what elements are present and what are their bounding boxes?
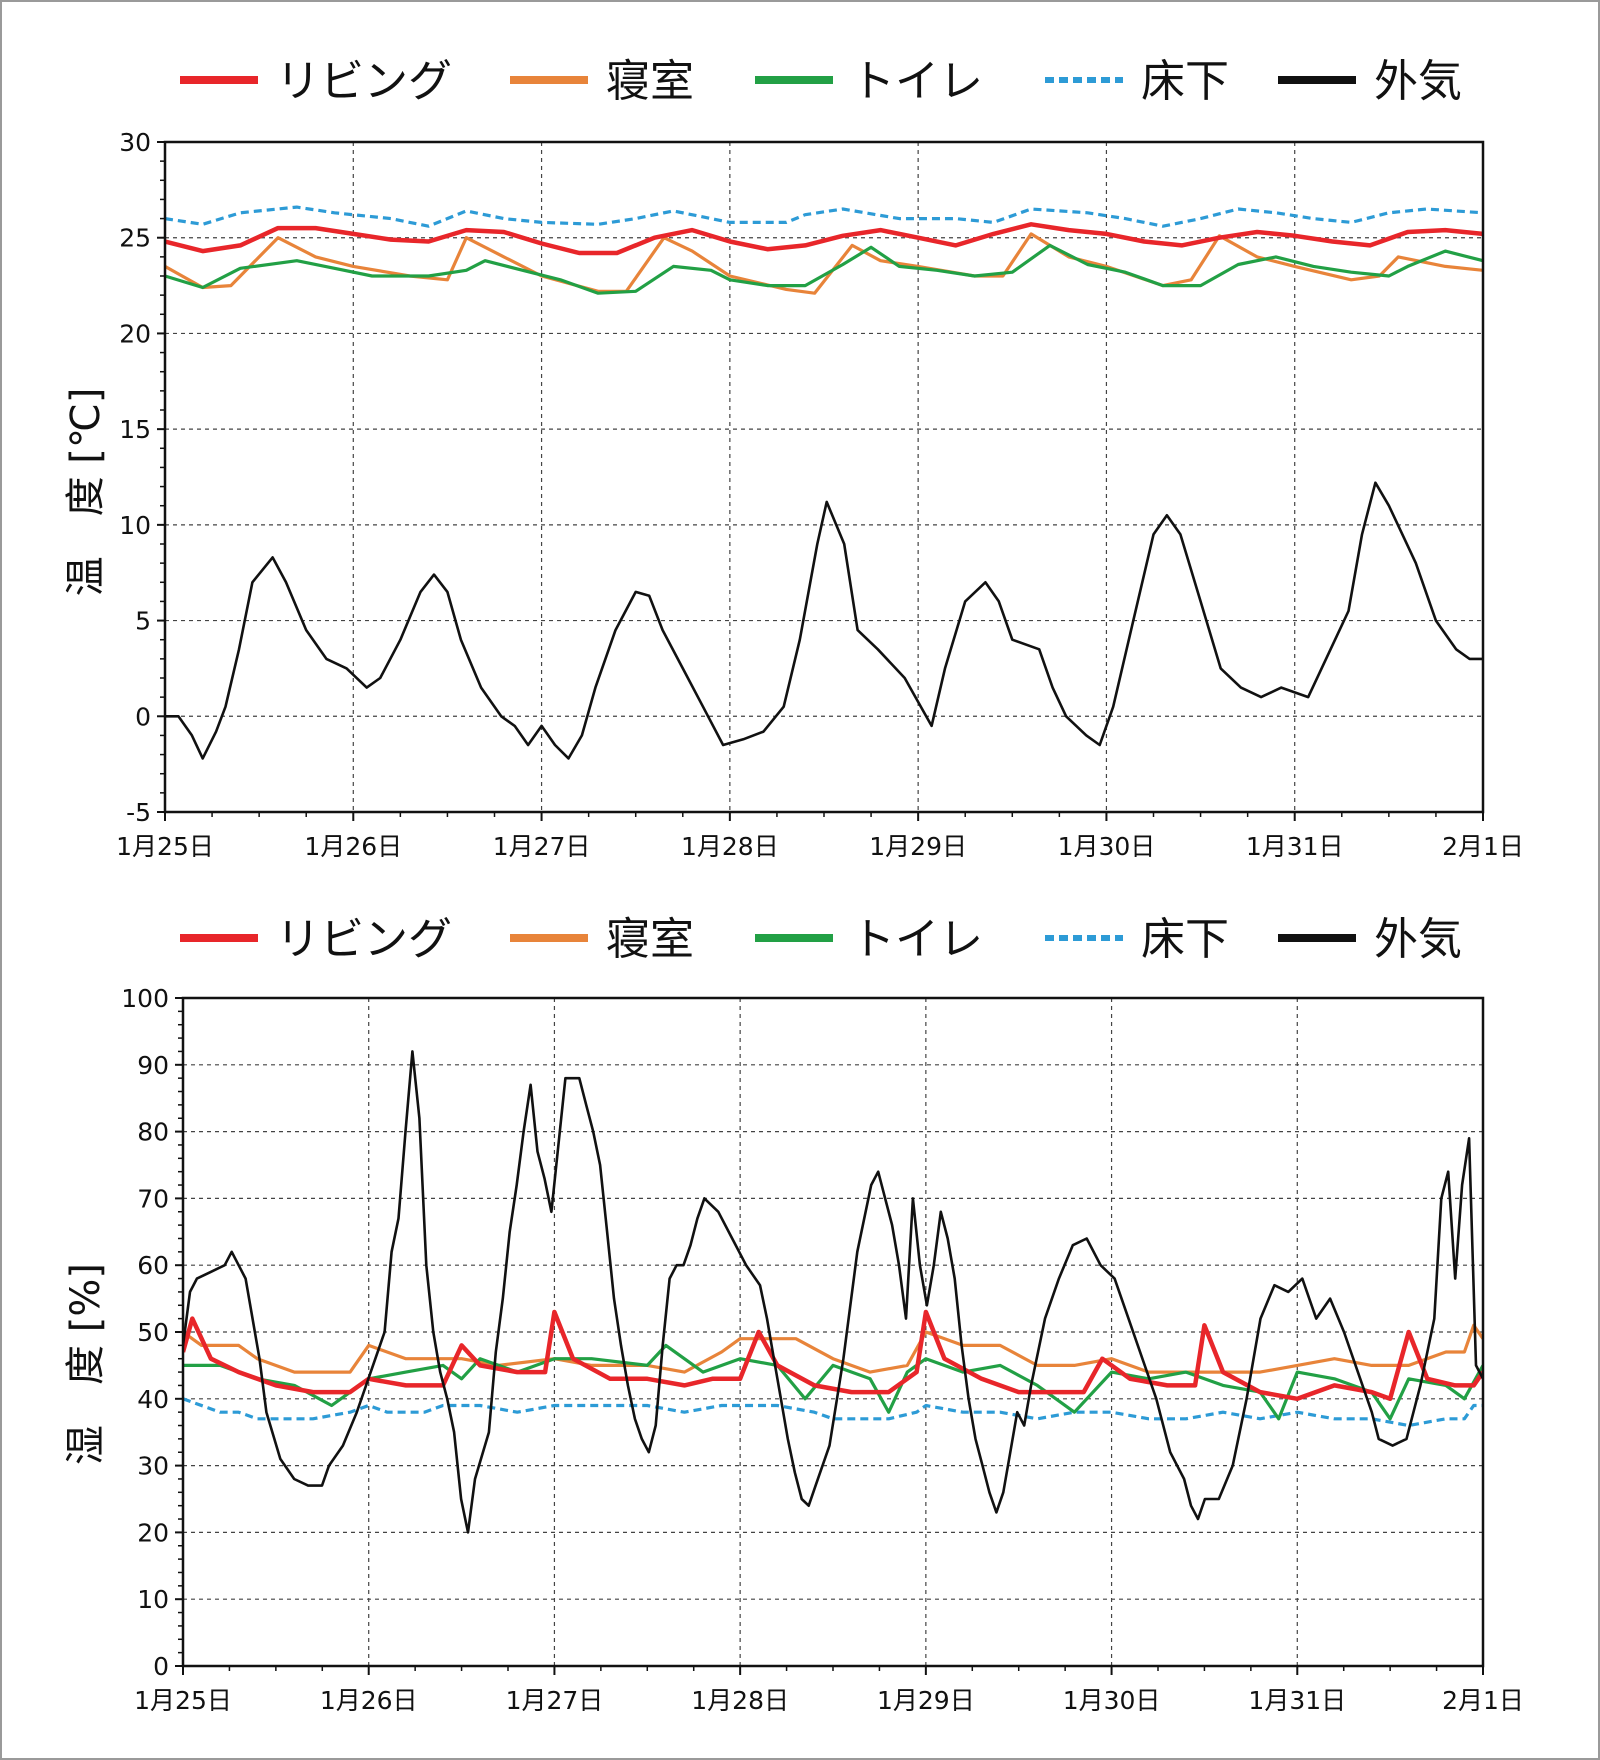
x-tick-label: 1月30日 — [1058, 832, 1156, 861]
y-tick-label: 15 — [119, 415, 151, 444]
y-tick-label: 10 — [137, 1585, 169, 1614]
x-tick-label: 1月29日 — [869, 832, 967, 861]
y-tick-label: 0 — [135, 702, 151, 731]
y-axis-title: 温 度 [℃] — [63, 388, 109, 597]
x-tick-label: 1月27日 — [493, 832, 591, 861]
legend-label-underfloor: 床下 — [1141, 56, 1229, 107]
y-tick-label: 30 — [119, 128, 151, 157]
y-tick-label: 30 — [137, 1452, 169, 1481]
x-tick-label: 1月26日 — [320, 1686, 418, 1715]
legend-label-toilet: トイレ — [851, 914, 983, 965]
x-tick-label: 1月25日 — [134, 1686, 232, 1715]
legend-label-bedroom: 寝室 — [606, 56, 694, 107]
x-tick-label: 1月27日 — [506, 1686, 604, 1715]
x-tick-label: 1月29日 — [877, 1686, 975, 1715]
x-tick-label: 1月28日 — [691, 1686, 789, 1715]
legend-label-toilet: トイレ — [851, 56, 983, 107]
temperature-chart: リビング 寝室 トイレ 床下 外気 -5 0 5 10 15 20 25 30 1月25日 1月26日 1月… — [63, 56, 1524, 861]
series-group — [165, 205, 1483, 760]
x-tick-label: 1月25日 — [116, 832, 214, 861]
plot-frame — [163, 140, 1485, 814]
x-tick-label: 1月31日 — [1246, 832, 1344, 861]
gridlines — [183, 998, 1483, 1666]
series-line-underfloor — [165, 205, 1483, 228]
y-tick-label: 25 — [119, 224, 151, 253]
y-axis-title: 湿 度 [%] — [63, 1263, 109, 1465]
legend-label-underfloor: 床下 — [1141, 914, 1229, 965]
series-line-living — [183, 1309, 1483, 1402]
legend-label-living: リビング — [276, 914, 452, 965]
series-group — [183, 1050, 1483, 1534]
series-line-living — [165, 222, 1483, 256]
y-tick-label: 40 — [137, 1385, 169, 1414]
y-tick-label: -5 — [126, 798, 151, 827]
y-tick-label: 10 — [119, 511, 151, 540]
legend-label-bedroom: 寝室 — [606, 914, 694, 965]
series-line-toilet — [165, 243, 1483, 295]
series-line-bedroom — [183, 1323, 1483, 1374]
axes: -5 0 5 10 15 20 25 30 1月25日 1月26日 1月27日 1月28日 1月29日 1… — [116, 128, 1524, 861]
legend-label-outdoor: 外気 — [1374, 914, 1462, 965]
plot-frame — [181, 996, 1485, 1668]
x-tick-label: 2月1日 — [1442, 1686, 1524, 1715]
legend: リビング 寝室 トイレ 床下 外気 — [180, 56, 1462, 107]
y-tick-label: 90 — [137, 1051, 169, 1080]
legend-label-outdoor: 外気 — [1374, 56, 1462, 107]
x-tick-label: 1月31日 — [1248, 1686, 1346, 1715]
x-tick-label: 1月30日 — [1063, 1686, 1161, 1715]
axes: 0 10 20 30 40 50 60 70 80 90 100 1月25日 1月26日 1月27日 1月2… — [121, 984, 1524, 1715]
series-line-outdoor — [183, 1050, 1483, 1534]
x-tick-label: 1月26日 — [304, 832, 402, 861]
y-tick-label: 60 — [137, 1251, 169, 1280]
humidity-chart: リビング 寝室 トイレ 床下 外気 0 10 20 30 40 50 60 70 80 90 100 1月25… — [63, 914, 1524, 1715]
series-line-underfloor — [183, 1397, 1483, 1428]
y-tick-label: 20 — [137, 1518, 169, 1547]
legend: リビング 寝室 トイレ 床下 外気 — [180, 914, 1462, 965]
y-tick-label: 100 — [121, 984, 169, 1013]
y-tick-label: 20 — [119, 319, 151, 348]
x-tick-label: 2月1日 — [1442, 832, 1524, 861]
y-tick-label: 80 — [137, 1118, 169, 1147]
y-tick-label: 5 — [135, 607, 151, 636]
series-line-toilet — [183, 1343, 1483, 1421]
x-tick-label: 1月28日 — [681, 832, 779, 861]
legend-label-living: リビング — [276, 56, 452, 107]
y-tick-label: 0 — [153, 1652, 169, 1681]
series-line-outdoor — [165, 481, 1483, 760]
y-tick-label: 70 — [137, 1184, 169, 1213]
y-tick-label: 50 — [137, 1318, 169, 1347]
